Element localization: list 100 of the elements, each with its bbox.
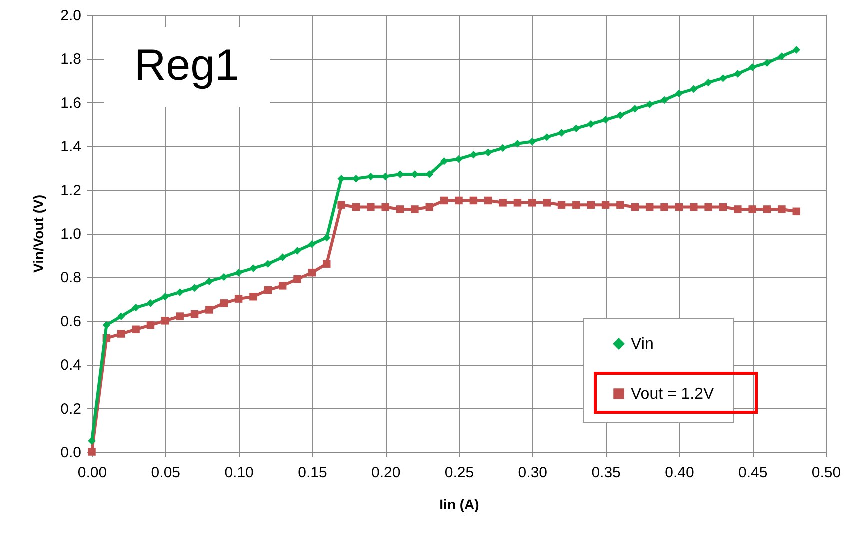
x-tick-label: 0.30 (518, 464, 548, 482)
y-tick-label: 0.4 (60, 357, 82, 374)
point (278, 254, 287, 262)
point (382, 203, 390, 212)
point (396, 206, 404, 214)
point (190, 310, 199, 318)
point (220, 300, 228, 308)
legend-label: Vin (631, 336, 654, 353)
point (455, 196, 463, 205)
point (162, 292, 170, 301)
y-tick-label: 0.8 (60, 270, 82, 287)
point (206, 306, 214, 314)
point (470, 150, 478, 159)
point (792, 46, 801, 54)
point (572, 124, 580, 132)
point (543, 199, 551, 207)
point (234, 268, 243, 277)
annotation: Reg1 (134, 41, 240, 90)
point (616, 112, 624, 120)
point (220, 273, 228, 282)
point (294, 247, 302, 255)
point (734, 206, 742, 214)
point (514, 140, 522, 148)
point (146, 321, 155, 330)
point (558, 201, 566, 209)
point (646, 100, 654, 108)
point (704, 203, 712, 212)
y-tick-label: 1.6 (60, 94, 82, 112)
point (102, 321, 111, 330)
point (543, 133, 551, 142)
point (719, 74, 728, 82)
point (308, 268, 316, 277)
x-tick-label: 0.35 (592, 464, 621, 482)
point (484, 196, 492, 205)
point (117, 330, 126, 338)
point (675, 90, 684, 98)
y-tick-label: 1.2 (60, 182, 82, 200)
point (499, 199, 507, 207)
point (660, 96, 668, 104)
point (88, 437, 96, 445)
point (704, 78, 712, 87)
point (602, 201, 610, 209)
point (514, 199, 522, 207)
point (323, 234, 331, 242)
x-tick-label: 0.25 (444, 464, 474, 482)
point (264, 286, 272, 294)
point (484, 148, 492, 157)
point (631, 105, 640, 113)
point (646, 203, 654, 212)
point (176, 312, 184, 320)
x-tick-label: 0.40 (665, 464, 694, 482)
point (528, 199, 536, 207)
x-tick-label: 0.20 (372, 464, 401, 482)
point (367, 203, 375, 212)
x-tick-label: 0.50 (812, 464, 842, 482)
point (88, 448, 96, 456)
point (294, 276, 302, 284)
point (792, 208, 801, 216)
point (308, 240, 316, 248)
point (190, 284, 199, 292)
y-tick-label: 1.8 (60, 51, 82, 68)
point (616, 201, 624, 209)
y-tick-label: 2.0 (60, 8, 82, 24)
point (690, 85, 698, 94)
x-tick-label: 0.05 (151, 464, 180, 482)
point (146, 300, 155, 308)
point (206, 278, 214, 286)
point (763, 206, 772, 214)
y-tick-label: 0.2 (60, 400, 82, 418)
point (250, 292, 258, 301)
point (778, 52, 786, 60)
point (660, 203, 668, 212)
point (278, 282, 287, 290)
point (411, 206, 419, 214)
point (675, 203, 684, 212)
point (690, 203, 698, 212)
point (132, 304, 140, 312)
point (440, 196, 448, 205)
y-tick-label: 1.4 (60, 138, 82, 156)
point (440, 158, 448, 166)
point (719, 203, 728, 212)
point (323, 260, 331, 268)
point (528, 138, 536, 146)
point (132, 326, 140, 334)
point (250, 264, 258, 272)
y-tick-label: 0.0 (60, 444, 82, 462)
point (470, 196, 478, 205)
y-tick-label: 1.0 (60, 226, 82, 243)
x-tick-label: 0.45 (738, 464, 768, 482)
point (352, 203, 360, 212)
point (558, 129, 566, 137)
point (162, 317, 170, 325)
point (631, 203, 640, 212)
x-axis-title: Iin (A) (440, 496, 480, 512)
point (763, 59, 772, 67)
point (602, 116, 610, 124)
x-tick-label: 0.15 (298, 464, 328, 482)
point (455, 155, 463, 164)
point (117, 312, 126, 320)
point (338, 175, 346, 183)
